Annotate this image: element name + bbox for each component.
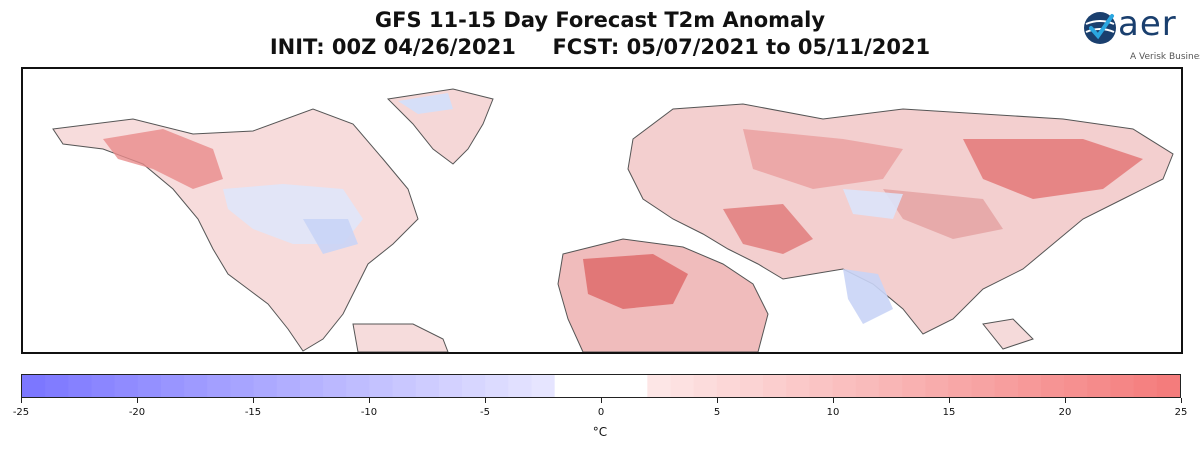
colorbar-swatch: [68, 375, 92, 397]
colorbar-tick-label: 25: [1174, 407, 1188, 418]
colorbar-swatch: [1064, 375, 1088, 397]
colorbar-tick: [1064, 398, 1066, 403]
colorbar-swatch: [902, 375, 926, 397]
colorbar-swatch: [415, 375, 440, 397]
colorbar-swatch: [786, 375, 810, 397]
colorbar-swatch: [230, 375, 255, 397]
colorbar-swatch: [323, 375, 347, 397]
colorbar-tick-label: -20: [128, 407, 146, 418]
colorbar-swatch: [45, 375, 69, 397]
colorbar-tick-label: 20: [1058, 407, 1072, 418]
colorbar-swatch: [554, 375, 579, 397]
colorbar-tick: [136, 398, 138, 403]
colorbar-swatch: [392, 375, 417, 397]
colorbar-swatch: [160, 375, 185, 397]
colorbar-tick: [948, 398, 950, 403]
north-america: [52, 108, 419, 352]
colorbar-tick: [716, 398, 718, 403]
colorbar-swatch: [253, 375, 278, 397]
colorbar-tick: [600, 398, 602, 403]
colorbar-tick-label: 5: [713, 407, 721, 418]
colorbar-swatch: [299, 375, 324, 397]
colorbar-swatch: [948, 375, 973, 397]
colorbar-swatch: [508, 375, 533, 397]
colorbar-swatch: [438, 375, 463, 397]
anomaly-map: [21, 67, 1183, 354]
colorbar-swatch: [878, 375, 903, 397]
colorbar-swatch: [693, 375, 718, 397]
colorbar-tick: [832, 398, 834, 403]
colorbar-swatch: [577, 375, 602, 397]
colorbar-swatch: [601, 375, 625, 397]
colorbar-gradient: [22, 375, 1181, 397]
colorbar-swatch: [1087, 375, 1112, 397]
logo-tagline: A Verisk Business: [1130, 52, 1200, 62]
colorbar-tick-label: -5: [480, 407, 490, 418]
globe-icon: [1084, 12, 1116, 44]
colorbar-swatch: [670, 375, 695, 397]
colorbar-tick: [20, 398, 22, 403]
colorbar-swatch: [22, 375, 46, 397]
colorbar-swatch: [971, 375, 996, 397]
colorbar-swatch: [91, 375, 116, 397]
colorbar-unit: °C: [592, 425, 608, 439]
colorbar-swatch: [1156, 375, 1181, 397]
colorbar-swatch: [739, 375, 764, 397]
logo-wordmark: aer: [1118, 4, 1177, 44]
colorbar-swatch: [925, 375, 949, 397]
colorbar-swatch: [809, 375, 834, 397]
map-canvas: [52, 88, 1174, 352]
colorbar-tick: [252, 398, 254, 403]
colorbar: [21, 374, 1181, 398]
colorbar-swatch: [763, 375, 787, 397]
colorbar-tick: [1180, 398, 1182, 403]
colorbar-swatch: [114, 375, 139, 397]
colorbar-swatch: [207, 375, 231, 397]
colorbar-tick-label: -15: [244, 407, 262, 418]
colorbar-swatch: [716, 375, 741, 397]
colorbar-swatch: [832, 375, 857, 397]
colorbar-swatch: [855, 375, 880, 397]
colorbar-tick-label: -10: [360, 407, 378, 418]
colorbar-swatch: [369, 375, 394, 397]
colorbar-swatch: [137, 375, 162, 397]
colorbar-swatch: [276, 375, 301, 397]
colorbar-swatch: [624, 375, 648, 397]
colorbar-tick-label: -25: [12, 407, 30, 418]
map-subtitle: INIT: 00Z 04/26/2021 FCST: 05/07/2021 to…: [269, 35, 931, 59]
colorbar-tick-label: 0: [597, 407, 605, 418]
colorbar-swatch: [1110, 375, 1135, 397]
colorbar-tick: [368, 398, 370, 403]
south-america: [352, 323, 449, 352]
aer-logo: aer A Verisk Business: [1080, 4, 1200, 66]
colorbar-swatch: [346, 375, 370, 397]
colorbar-tick-label: 15: [942, 407, 956, 418]
colorbar-swatch: [184, 375, 208, 397]
colorbar-swatch: [994, 375, 1019, 397]
colorbar-swatch: [531, 375, 556, 397]
colorbar-swatch: [485, 375, 509, 397]
colorbar-tick-label: 10: [826, 407, 840, 418]
colorbar-swatch: [1041, 375, 1065, 397]
colorbar-swatch: [1017, 375, 1042, 397]
colorbar-swatch: [647, 375, 671, 397]
colorbar-swatch: [462, 375, 486, 397]
colorbar-tick: [484, 398, 486, 403]
map-title: GFS 11-15 Day Forecast T2m Anomaly: [374, 8, 826, 32]
colorbar-swatch: [1133, 375, 1158, 397]
